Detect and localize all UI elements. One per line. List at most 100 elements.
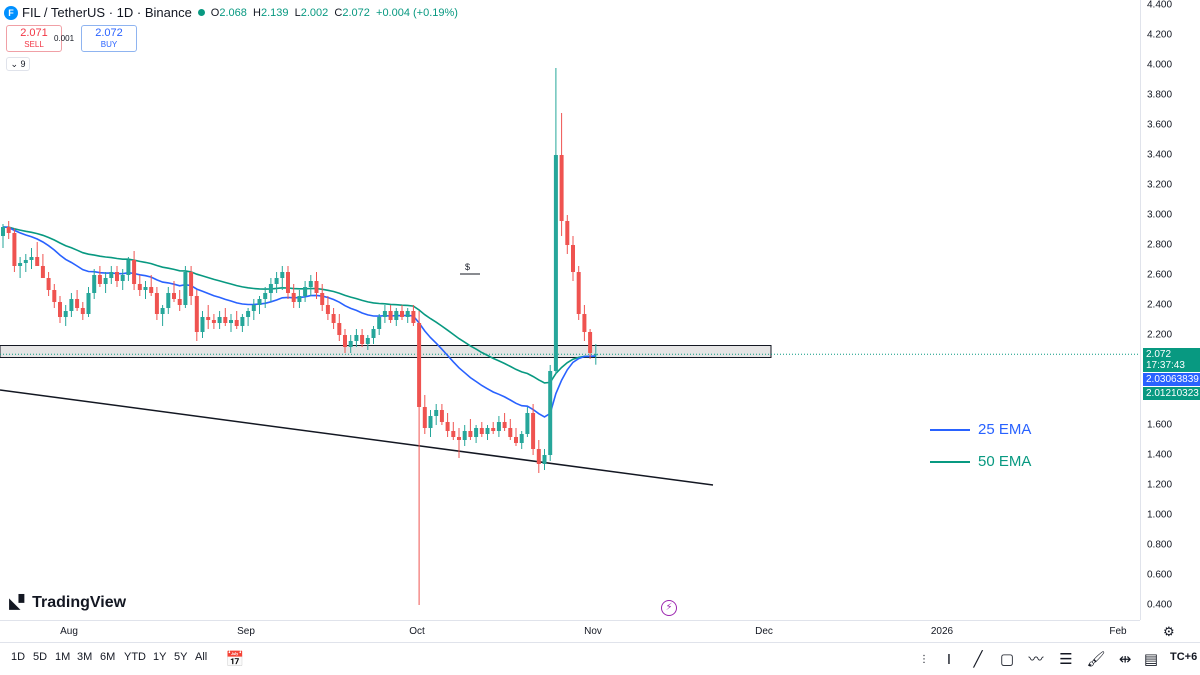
candle-body bbox=[80, 308, 85, 314]
candle-body bbox=[308, 281, 313, 287]
candle-body bbox=[451, 431, 456, 437]
price-tick-18: 0.400 bbox=[1147, 599, 1173, 611]
range-1y-button[interactable]: 1Y bbox=[153, 651, 167, 663]
rectangle-icon[interactable]: ▢ bbox=[999, 651, 1015, 668]
candle-body bbox=[172, 293, 176, 299]
symbol-header: F FIL / TetherUS · 1D · Binance O2.068 H… bbox=[4, 5, 458, 20]
candle-body bbox=[325, 305, 330, 314]
candle-body bbox=[400, 311, 404, 317]
candle-body bbox=[75, 299, 80, 308]
candle-body bbox=[246, 311, 251, 317]
time-label-oct: Oct bbox=[409, 626, 425, 637]
candle-body bbox=[63, 311, 68, 317]
candle-body bbox=[286, 272, 290, 293]
candle-body bbox=[474, 428, 479, 437]
symbol-title[interactable]: FIL / TetherUS · 1D · Binance bbox=[22, 5, 192, 20]
buy-button[interactable]: 2.072 BUY bbox=[81, 25, 137, 52]
candle-body bbox=[137, 284, 142, 290]
range-5y-button[interactable]: 5Y bbox=[174, 651, 188, 663]
candle-body bbox=[559, 155, 564, 221]
candle-body bbox=[52, 290, 57, 302]
range-5d-button[interactable]: 5D bbox=[33, 651, 48, 663]
candle-body bbox=[571, 245, 575, 272]
candle-body bbox=[382, 311, 387, 317]
price-tick-3: 3.800 bbox=[1147, 89, 1173, 101]
candle-body bbox=[1, 227, 5, 236]
price-tick-9: 2.600 bbox=[1147, 269, 1173, 281]
candle-body bbox=[314, 281, 319, 293]
candle-body bbox=[132, 260, 137, 284]
candle-body bbox=[439, 410, 444, 422]
candle-body bbox=[58, 302, 62, 317]
indicators-toggle[interactable]: ⌄ 9 bbox=[6, 57, 30, 71]
candle-body bbox=[12, 233, 17, 266]
candle-body bbox=[462, 431, 467, 440]
candle-body bbox=[149, 287, 154, 293]
sell-label: SELL bbox=[24, 40, 44, 49]
candle-body bbox=[388, 311, 393, 320]
price-tick-17: 0.600 bbox=[1147, 569, 1173, 581]
time-axis[interactable]: Aug Sep Oct Nov Dec 2026 Feb bbox=[0, 620, 1140, 642]
price-tick-16: 0.800 bbox=[1147, 539, 1173, 551]
candle-body bbox=[514, 437, 518, 443]
candle-body bbox=[457, 437, 461, 440]
candle-body bbox=[6, 227, 11, 233]
range-1m-button[interactable]: 1M bbox=[55, 651, 71, 663]
candle-body bbox=[166, 293, 171, 308]
candle-body bbox=[496, 422, 501, 431]
date-range-calendar-icon[interactable]: 📅 bbox=[225, 651, 245, 668]
fib-retracement-icon[interactable]: ☰ bbox=[1059, 651, 1073, 668]
candle-body bbox=[280, 272, 285, 278]
price-tick-14: 1.200 bbox=[1147, 479, 1173, 491]
candle-body bbox=[593, 354, 598, 356]
candle-body bbox=[200, 317, 205, 332]
range-6m-button[interactable]: 6M bbox=[100, 651, 116, 663]
text-cursor-icon[interactable]: I bbox=[946, 651, 952, 668]
fil-logo-icon[interactable]: F bbox=[4, 5, 18, 20]
candle-body bbox=[365, 338, 370, 344]
candle-body bbox=[234, 320, 239, 326]
ema25-price-tag: 2.03063839 bbox=[1143, 373, 1200, 386]
price-tick-7: 3.000 bbox=[1147, 209, 1173, 221]
candle-body bbox=[23, 260, 28, 263]
price-axis[interactable]: 4.400 4.200 4.000 3.800 3.600 3.400 3.200 3.000… bbox=[1140, 0, 1200, 620]
market-open-icon bbox=[197, 9, 205, 16]
settings-gear-icon[interactable]: ⚙ bbox=[1163, 624, 1175, 639]
legend-ema25: 25 EMA bbox=[930, 421, 1031, 438]
ema50-line bbox=[2, 226, 596, 384]
candle-body bbox=[115, 272, 119, 281]
candle-body bbox=[154, 293, 159, 314]
ema50-label: 50 EMA bbox=[978, 453, 1032, 470]
candle-body bbox=[126, 260, 131, 275]
price-chart[interactable] bbox=[0, 0, 1140, 620]
candle-body bbox=[405, 311, 410, 317]
measure-icon[interactable]: ⇹ bbox=[1118, 651, 1132, 668]
tradingview-logo[interactable]: ◣▘ TradingView bbox=[9, 594, 127, 612]
candle-body bbox=[177, 299, 182, 305]
sell-button[interactable]: 2.071 SELL bbox=[6, 25, 62, 52]
range-all-button[interactable]: All bbox=[195, 651, 208, 663]
range-1d-button[interactable]: 1D bbox=[11, 651, 26, 663]
range-3m-button[interactable]: 3M bbox=[77, 651, 93, 663]
brush-icon[interactable]: 🖌 bbox=[1086, 651, 1106, 668]
path-icon[interactable]: 〰 bbox=[1028, 651, 1044, 668]
lightning-icon[interactable]: ⚡ bbox=[661, 600, 677, 616]
candle-body bbox=[206, 317, 211, 320]
long-position-icon[interactable]: ▤ bbox=[1143, 651, 1159, 668]
candle-body bbox=[536, 449, 541, 464]
chart-area[interactable] bbox=[0, 0, 1140, 620]
candle-body bbox=[303, 287, 308, 296]
candle-body bbox=[297, 296, 302, 302]
timezone-label[interactable]: TC+6 bbox=[1170, 651, 1198, 663]
drag-handle-icon[interactable]: ⋮ bbox=[919, 654, 929, 665]
trend-line-icon[interactable]: ╱ bbox=[973, 651, 983, 668]
candle-body bbox=[394, 311, 399, 320]
candle-body bbox=[320, 293, 325, 305]
dividend-flag[interactable]: $ bbox=[465, 262, 471, 272]
candle-body bbox=[502, 422, 507, 428]
candle-body bbox=[542, 455, 547, 464]
range-ytd-button[interactable]: YTD bbox=[124, 651, 146, 663]
candle-body bbox=[211, 320, 216, 323]
price-tick-5: 3.400 bbox=[1147, 149, 1173, 161]
candle-body bbox=[69, 299, 74, 311]
